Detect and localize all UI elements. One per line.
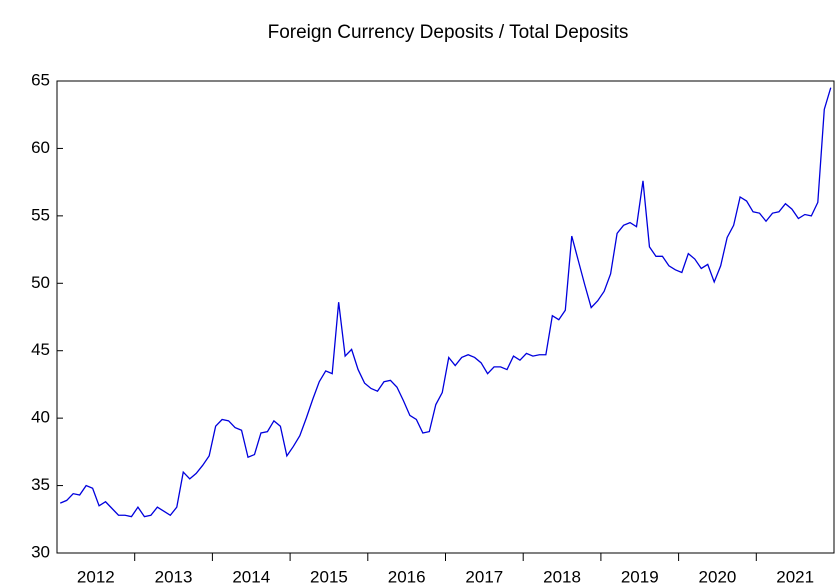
x-tick-label: 2020 [699,567,737,586]
y-tick-label: 65 [31,70,50,89]
y-tick-label: 50 [31,273,50,292]
y-tick-label: 55 [31,205,50,224]
y-tick-label: 60 [31,138,50,157]
x-tick-label: 2017 [465,567,503,586]
x-tick-label: 2018 [543,567,581,586]
data-line [59,87,832,518]
x-tick-label: 2014 [232,567,270,586]
x-tick-label: 2021 [776,567,814,586]
x-tick-label: 2015 [310,567,348,586]
y-tick-label: 35 [31,475,50,494]
x-tick-label: 2013 [155,567,193,586]
plot-frame [56,80,835,554]
chart-title: Foreign Currency Deposits / Total Deposi… [268,22,629,43]
y-tick-label: 45 [31,340,50,359]
x-tick-label: 2016 [388,567,426,586]
y-tick-label: 30 [31,542,50,561]
y-tick-label: 40 [31,408,50,427]
x-tick-label: 2019 [621,567,659,586]
x-tick-label: 2012 [77,567,115,586]
